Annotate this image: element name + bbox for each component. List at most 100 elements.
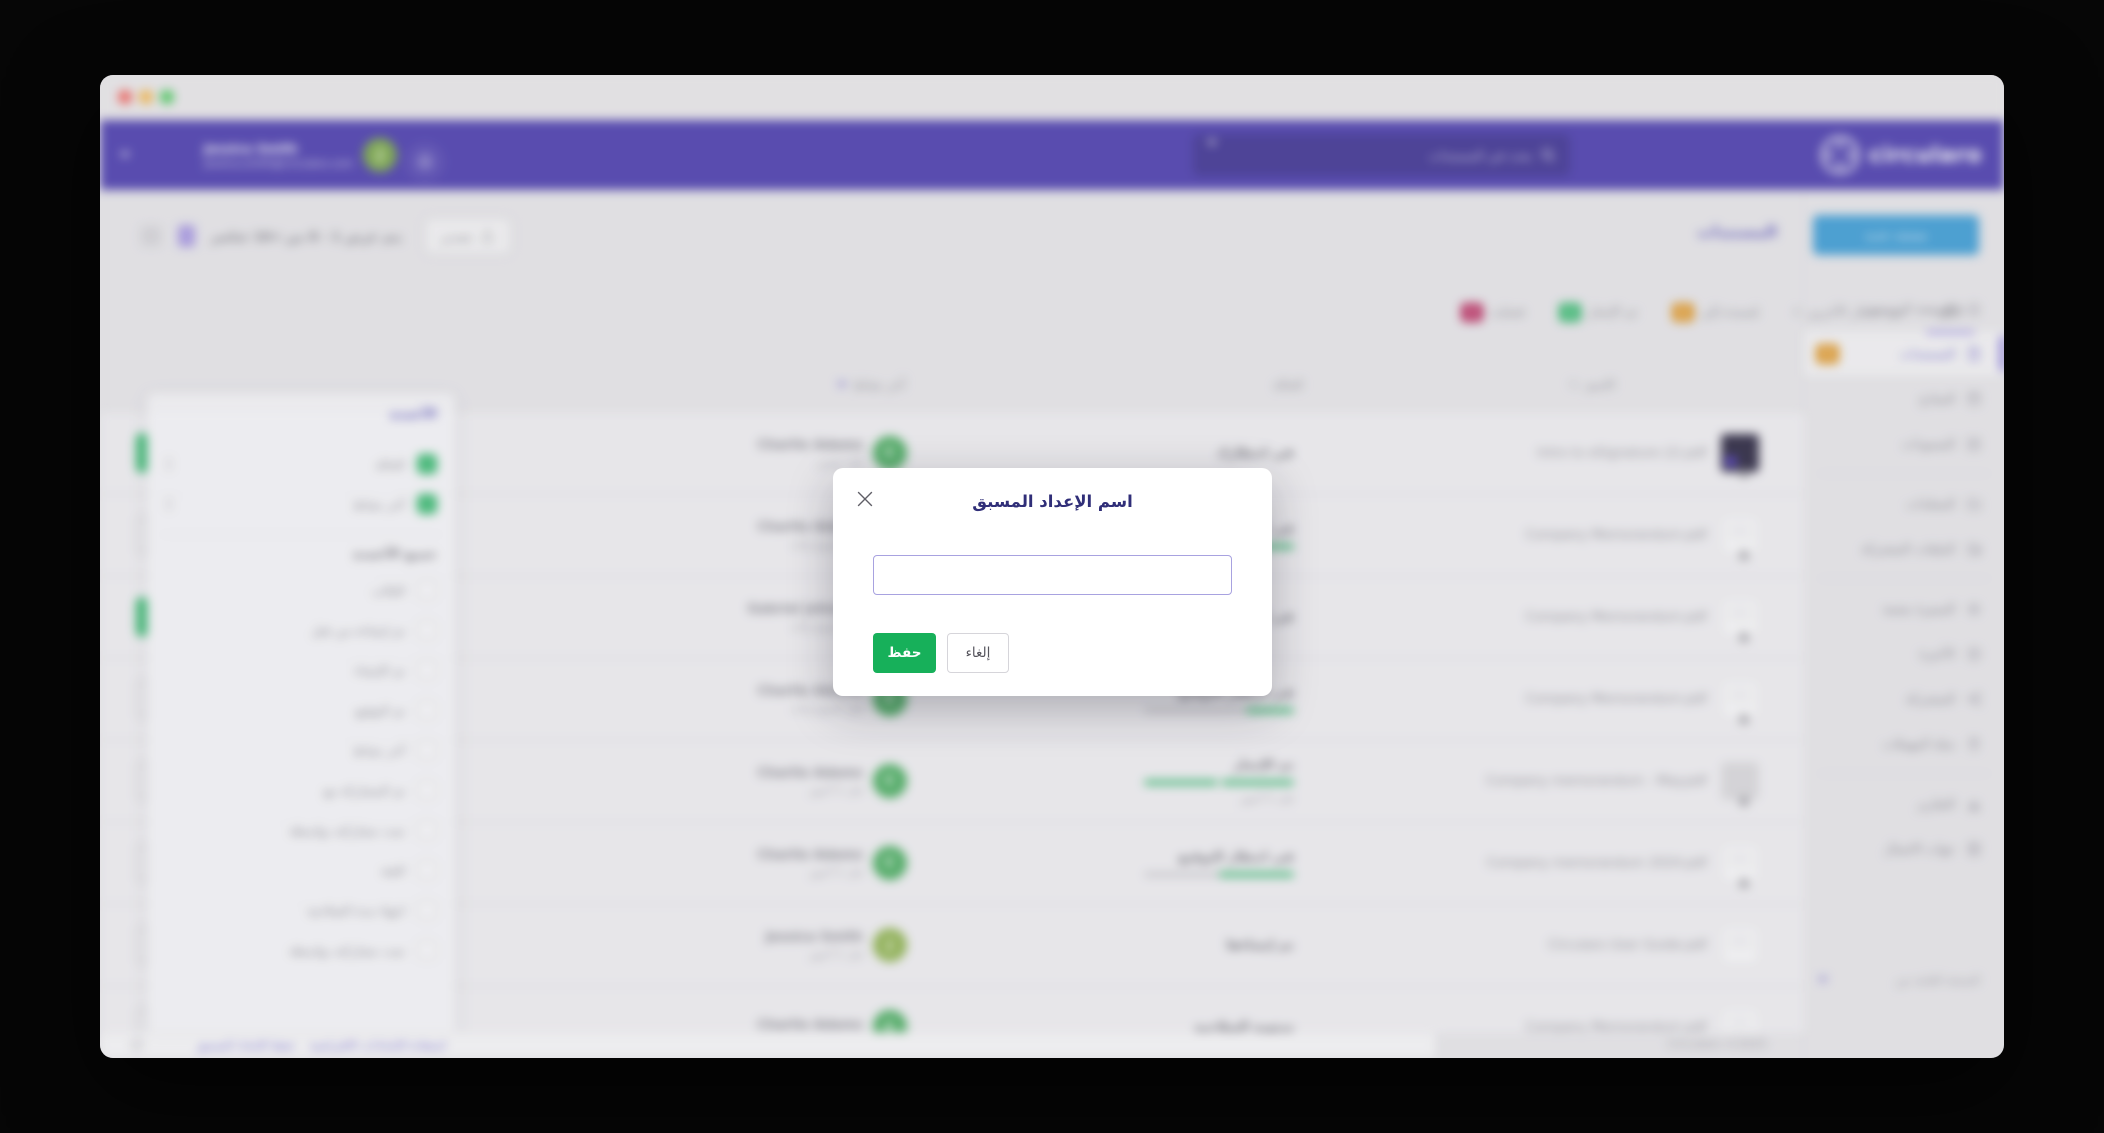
save-preset-link[interactable]: حفظ الإعداد المسبق: [196, 1038, 296, 1052]
items-shown-text: يتم عرض 1 - 8 من >10 عناصر: [211, 228, 402, 244]
sidebar-item-contacts[interactable]: جهات الاتصال: [1804, 826, 2004, 871]
column-option[interactable]: تمت مشاركته بواسطة: [165, 930, 437, 970]
document-name[interactable]: Company Memorandum.pdf: [1525, 691, 1707, 707]
sidebar-item-folders[interactable]: المجلدات: [1804, 481, 2004, 526]
sidebar-divider: [1818, 578, 1990, 579]
column-option[interactable]: تم المشاركة مع: [165, 770, 437, 810]
lock-icon: [1738, 548, 1750, 561]
column-option[interactable]: انتهاء مدة الصلاحية: [165, 890, 437, 930]
restore-defaults-link[interactable]: استعادة الإعدادات الافتراضية: [309, 1038, 446, 1052]
tab-assigned-to-me[interactable]: مُسندة إلي 1: [1671, 303, 1759, 322]
grid-view-button[interactable]: [140, 225, 162, 247]
version-selector[interactable]: النسخة العامة من: [1804, 973, 2004, 987]
tab-failed[interactable]: فشلت 1: [1461, 303, 1525, 322]
checkbox-icon[interactable]: [417, 620, 437, 640]
checkbox-icon[interactable]: [417, 900, 437, 920]
preset-name-input[interactable]: [873, 555, 1232, 595]
minimize-window-button[interactable]: [139, 90, 153, 104]
checkbox-checked-icon[interactable]: ✓: [417, 494, 437, 514]
column-option[interactable]: الفئة: [165, 850, 437, 890]
column-option[interactable]: القالب: [165, 570, 437, 610]
document-thumbnail: [1721, 598, 1759, 642]
checkbox-icon[interactable]: [417, 660, 437, 680]
sidebar-item-recent[interactable]: الأخيرة: [1804, 631, 2004, 676]
document-thumbnail: [1721, 680, 1759, 724]
checkbox-checked-icon[interactable]: ✓: [417, 454, 437, 474]
search-input[interactable]: بحث في المستندات: [1193, 134, 1570, 176]
document-thumbnail: [1721, 1008, 1759, 1033]
owner-cell: C Charlie Adams قبل 5 أشهر: [757, 823, 907, 903]
sidebar-item-shared-files[interactable]: الملفات المشتركة: [1804, 526, 2004, 571]
checkbox-icon[interactable]: [417, 780, 437, 800]
user-menu-caret-icon: [120, 152, 130, 158]
zoom-window-button[interactable]: [160, 90, 174, 104]
sidebar-item-documents[interactable]: المستندات 1: [1804, 331, 2004, 376]
column-option[interactable]: تم التوقيع: [165, 690, 437, 730]
document-thumbnail: [1721, 434, 1759, 478]
checkbox-icon[interactable]: [417, 820, 437, 840]
progress-bar: [1144, 871, 1294, 877]
column-option-checked[interactable]: ✓ آخر نشاط: [165, 484, 437, 524]
column-header-status[interactable]: الحالة: [1273, 377, 1303, 392]
lock-icon: [1738, 630, 1750, 643]
tab-all[interactable]: الكل: [1926, 305, 1975, 334]
column-header-name[interactable]: الاسم: [1568, 377, 1615, 392]
checkbox-icon[interactable]: [417, 740, 437, 760]
view-toolbar: يتم عرض 1 - 8 من >10 عناصر تصدير: [140, 216, 513, 256]
column-option[interactable]: آخر نشاط: [165, 730, 437, 770]
status-cell: منتهية الصلاحية: [1194, 1019, 1294, 1034]
sidebar-item-drafts[interactable]: المسودات: [1804, 421, 2004, 466]
trash-icon: [1969, 737, 1979, 750]
save-button[interactable]: حفظ: [873, 633, 936, 673]
panel-footer: استعادة الإعدادات الافتراضية حفظ الإعداد …: [100, 1032, 1435, 1058]
sidebar-item-starred[interactable]: المميزة بنجمة: [1804, 586, 2004, 631]
new-document-button[interactable]: مستند جديد: [1813, 215, 1979, 255]
export-button[interactable]: تصدير: [423, 217, 513, 255]
checkbox-icon[interactable]: [417, 580, 437, 600]
document-thumbnail: [1721, 844, 1759, 888]
close-window-button[interactable]: [118, 90, 132, 104]
status-tabs: الكل في انتظار الآخرين 4 مُسندة إلي 1 تم ا…: [1461, 303, 1975, 334]
document-name[interactable]: Company memorandum - May.pdf: [1485, 773, 1707, 789]
status-cell: في انتظار التوقيع: [1054, 823, 1294, 903]
document-name[interactable]: Company Memorandum.pdf: [1525, 527, 1707, 543]
tab-completed[interactable]: تم الإنجاز 1: [1558, 303, 1638, 322]
cancel-button[interactable]: إلغاء: [947, 633, 1009, 673]
sidebar-item-templates[interactable]: النماذج: [1804, 376, 2004, 421]
folder-icon: [1967, 498, 1981, 510]
column-header-activity[interactable]: آخر نشاط: [836, 377, 905, 392]
checkbox-icon[interactable]: [417, 700, 437, 720]
document-name[interactable]: Circularo User Guide.pdf: [1547, 937, 1707, 953]
document-name[interactable]: Company memorandum 2024.pdf: [1486, 855, 1707, 871]
drag-handle-icon[interactable]: [165, 497, 173, 511]
sidebar-item-trash[interactable]: سلة المهملات: [1804, 721, 2004, 766]
drag-handle-icon[interactable]: [165, 457, 173, 471]
owner-cell: C Charlie Adams قبل 5 أشهر: [757, 741, 907, 821]
close-dialog-button[interactable]: [855, 490, 873, 508]
sort-icon: [1569, 380, 1578, 388]
column-option-checked[interactable]: ✓ الحالة: [165, 444, 437, 484]
all-columns-label: جميع الأعمدة: [353, 547, 437, 562]
app-logo[interactable]: circularo: [1821, 120, 1982, 190]
lock-icon: [1738, 876, 1750, 889]
document-name[interactable]: Intro to eSignature (2).pdf: [1537, 445, 1707, 461]
notifications-button[interactable]: [405, 142, 445, 182]
column-option[interactable]: تم إنشاءه من قبل: [165, 610, 437, 650]
sidebar-item-shared[interactable]: المشتركة: [1804, 676, 2004, 721]
tab-waiting-for-others[interactable]: في انتظار الآخرين 4: [1793, 305, 1905, 320]
document-name[interactable]: Company Memorandum.pdf: [1525, 1019, 1707, 1034]
shared-folder-icon: [1967, 543, 1981, 555]
sidebar-item-home[interactable]: الصفحة الرئيسية: [1804, 286, 2004, 331]
documents-badge: 1: [1816, 343, 1839, 364]
checkbox-icon[interactable]: [417, 940, 437, 960]
checkbox-icon[interactable]: [417, 860, 437, 880]
list-view-button[interactable]: [178, 225, 195, 247]
column-option[interactable]: تمت مشاركته بواسطة: [165, 810, 437, 850]
column-option[interactable]: تم الإنشاء: [165, 650, 437, 690]
draft-icon: [1967, 437, 1980, 450]
reports-icon: [1968, 800, 1980, 810]
user-menu[interactable]: J Jessica Smith jessica.smith@circularo.…: [120, 132, 398, 178]
document-name[interactable]: Company Memorandum.pdf: [1525, 609, 1707, 625]
sidebar-item-reports[interactable]: التقارير: [1804, 781, 2004, 826]
